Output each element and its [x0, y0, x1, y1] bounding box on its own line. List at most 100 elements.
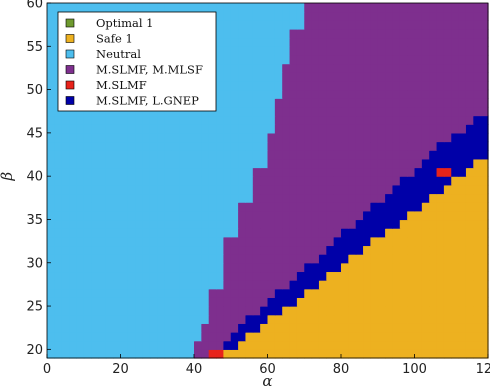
heatmap-cell — [83, 245, 92, 255]
heatmap-cell — [348, 297, 357, 307]
heatmap-cell — [399, 332, 408, 342]
heatmap-cell — [135, 115, 144, 125]
heatmap-cell — [157, 254, 166, 264]
heatmap-cell — [171, 193, 180, 203]
heatmap-cell — [164, 219, 173, 229]
heatmap-cell — [186, 132, 195, 143]
heatmap-cell — [311, 141, 320, 151]
heatmap-cell — [348, 323, 357, 333]
heatmap-cell — [473, 219, 482, 229]
heatmap-cell — [76, 349, 85, 359]
heatmap-cell — [105, 158, 114, 169]
heatmap-cell — [296, 323, 305, 333]
heatmap-cell — [127, 314, 136, 324]
heatmap-cell — [230, 20, 239, 30]
heatmap-cell — [76, 167, 85, 177]
heatmap-cell — [216, 141, 224, 151]
heatmap-cell — [47, 89, 55, 99]
heatmap-cell — [311, 98, 320, 108]
heatmap-cell — [451, 314, 460, 324]
heatmap-cell — [414, 236, 423, 247]
heatmap-cell — [318, 228, 327, 238]
heatmap-cell — [135, 141, 144, 151]
heatmap-cell — [451, 37, 460, 47]
heatmap-cell — [296, 63, 305, 73]
heatmap-cell — [341, 210, 349, 221]
heatmap-cell — [267, 280, 276, 290]
heatmap-cell — [296, 37, 305, 47]
heatmap-cell — [429, 210, 438, 221]
heatmap-cell — [282, 323, 291, 333]
heatmap-cell — [363, 150, 371, 160]
heatmap-cell — [289, 141, 298, 151]
heatmap-cell — [83, 202, 92, 212]
heatmap-cell — [47, 132, 55, 143]
heatmap-cell — [113, 288, 122, 298]
heatmap-cell — [289, 54, 298, 65]
heatmap-cell — [480, 46, 489, 56]
heatmap-cell — [443, 106, 452, 117]
heatmap-cell — [399, 54, 408, 65]
heatmap-cell — [296, 89, 305, 99]
heatmap-cell — [238, 54, 247, 65]
heatmap-cell — [47, 184, 55, 195]
heatmap-cell — [238, 340, 247, 350]
x-tick-label: 40 — [186, 362, 203, 377]
heatmap-cell — [142, 323, 151, 333]
heatmap-cell — [171, 236, 180, 247]
heatmap-cell — [54, 202, 63, 212]
heatmap-cell — [436, 323, 445, 333]
heatmap-cell — [230, 141, 239, 151]
heatmap-cell — [105, 332, 114, 342]
heatmap-cell — [47, 280, 55, 290]
heatmap-cell — [91, 132, 100, 143]
heatmap-cell — [135, 323, 144, 333]
heatmap-cell — [370, 228, 379, 238]
heatmap-cell — [54, 132, 63, 143]
heatmap-cell — [245, 176, 254, 186]
heatmap-cell — [179, 254, 188, 264]
heatmap-cell — [194, 132, 202, 143]
heatmap-cell — [98, 262, 107, 273]
heatmap-cell — [76, 340, 85, 350]
heatmap-cell — [194, 141, 202, 151]
heatmap-cell — [252, 176, 261, 186]
heatmap-cell — [326, 37, 335, 47]
heatmap-cell — [326, 63, 335, 73]
heatmap-cell — [355, 193, 364, 203]
heatmap-cell — [451, 323, 460, 333]
heatmap-cell — [282, 28, 291, 39]
heatmap-cell — [458, 124, 467, 134]
heatmap-cell — [105, 3, 114, 13]
heatmap-cell — [311, 80, 320, 91]
heatmap-cell — [421, 297, 430, 307]
heatmap-cell — [311, 3, 320, 13]
heatmap-cell — [282, 150, 291, 160]
heatmap-cell — [157, 115, 166, 125]
heatmap-cell — [429, 323, 438, 333]
heatmap-cell — [289, 245, 298, 255]
heatmap-cell — [252, 106, 261, 117]
heatmap-cell — [142, 236, 151, 247]
heatmap-cell — [208, 158, 217, 169]
heatmap-cell — [289, 72, 298, 82]
heatmap-cell — [274, 271, 283, 281]
heatmap-cell — [318, 167, 327, 177]
heatmap-cell — [260, 11, 269, 21]
heatmap-cell — [149, 202, 158, 212]
heatmap-cell — [296, 219, 305, 229]
heatmap-cell — [245, 202, 254, 212]
heatmap-cell — [179, 193, 188, 203]
heatmap-cell — [363, 106, 371, 117]
heatmap-cell — [223, 262, 232, 273]
heatmap-cell — [311, 280, 320, 290]
heatmap-cell — [348, 80, 357, 91]
heatmap-cell — [142, 202, 151, 212]
heatmap-cell — [429, 106, 438, 117]
heatmap-cell — [54, 288, 63, 298]
heatmap-cell — [443, 228, 452, 238]
heatmap-cell — [267, 228, 276, 238]
heatmap-cell — [385, 115, 394, 125]
heatmap-cell — [458, 280, 467, 290]
heatmap-cell — [296, 254, 305, 264]
